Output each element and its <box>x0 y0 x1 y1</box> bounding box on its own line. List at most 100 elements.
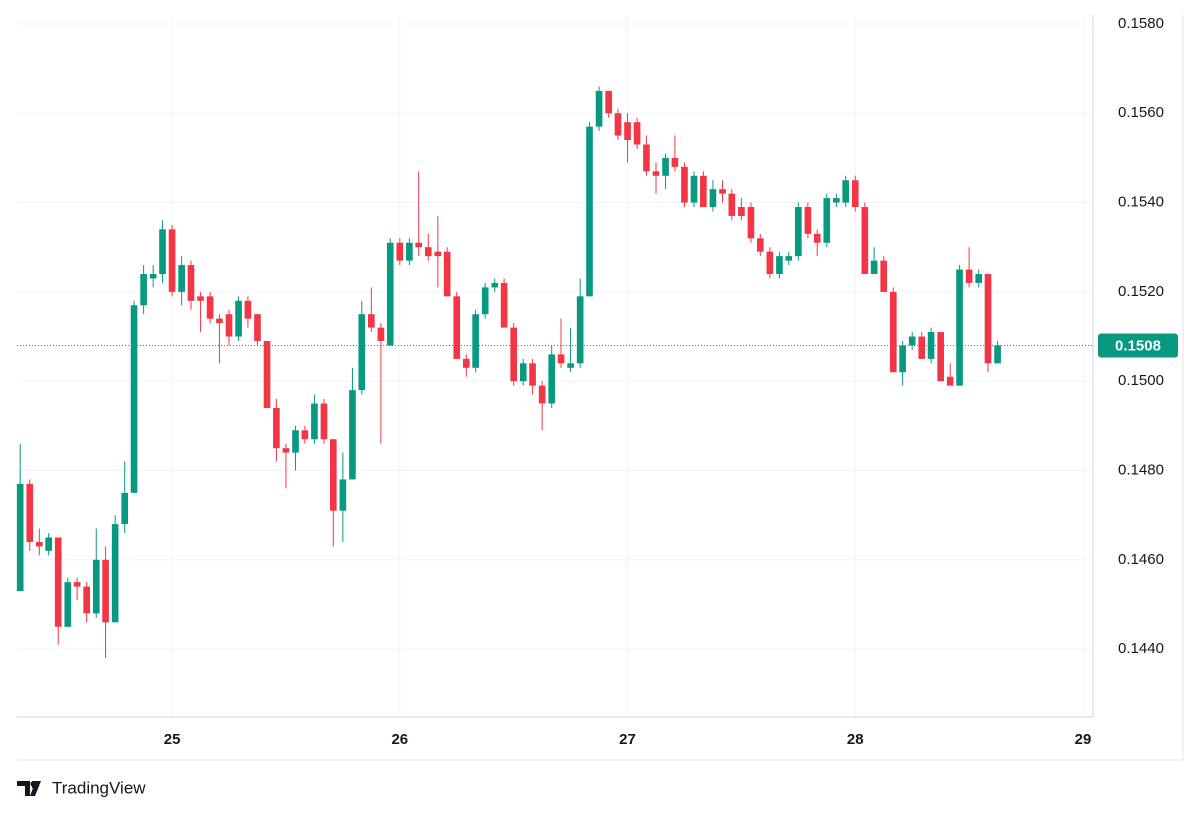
last-price-label: 0.1508 <box>1115 337 1161 354</box>
y-tick-label: 0.1480 <box>1118 461 1164 478</box>
candle-body <box>614 113 622 136</box>
candle-body <box>292 430 299 453</box>
candle-body <box>842 180 850 203</box>
candle-body <box>168 229 176 292</box>
x-tick-label: 27 <box>619 731 636 748</box>
grid <box>17 15 1093 717</box>
candle-body <box>756 238 764 252</box>
candle-body <box>111 524 119 623</box>
candle-body <box>662 157 669 176</box>
candle-body <box>633 122 641 145</box>
candle-body <box>880 260 888 292</box>
candle-body <box>443 251 451 297</box>
candle-body <box>368 314 375 328</box>
candle-body <box>595 90 603 127</box>
candle-body <box>851 180 859 208</box>
candle-body <box>187 265 195 301</box>
candle-body <box>406 242 413 261</box>
candle-body <box>54 537 62 627</box>
candle-body <box>206 296 214 319</box>
candle-body <box>358 314 366 391</box>
candle-body <box>282 448 290 453</box>
candle-body <box>472 314 479 368</box>
labels: 0.1440 0.1460 0.1480 0.1500 0.1520 0.1540 0.15… <box>164 15 1178 748</box>
candles <box>16 86 1093 659</box>
candle-body <box>813 233 821 243</box>
candle-body <box>16 483 24 592</box>
y-tick-label: 0.1540 <box>1118 194 1164 211</box>
candle-body <box>956 269 963 386</box>
y-tick-label: 0.1520 <box>1118 283 1164 300</box>
candle-body <box>225 314 233 337</box>
candle-body <box>178 265 185 292</box>
candle-body <box>462 358 470 368</box>
candle-body <box>386 242 394 346</box>
candle-body <box>671 157 679 167</box>
candle-body <box>728 193 736 216</box>
candle-body <box>738 207 745 216</box>
candle-body <box>652 171 660 176</box>
candle-body <box>766 251 774 275</box>
candle-body <box>235 300 242 337</box>
candle-body <box>965 269 973 283</box>
candle-body <box>244 300 252 319</box>
candle-body <box>804 207 812 234</box>
candle-body <box>140 274 147 306</box>
candle-body <box>329 439 337 511</box>
candle-body <box>121 492 129 525</box>
candle-body <box>643 144 650 172</box>
y-tick-label: 0.1580 <box>1118 15 1164 32</box>
candle-body <box>73 582 81 587</box>
candle-body <box>548 354 556 404</box>
candle-body <box>500 282 508 328</box>
candle-body <box>311 403 318 440</box>
candle-body <box>273 407 280 449</box>
logo-dot <box>30 781 36 787</box>
candle-body <box>519 363 527 382</box>
candle-body <box>690 175 698 203</box>
candle-body <box>529 363 536 386</box>
candle-body <box>64 582 72 627</box>
candle-body <box>870 260 878 275</box>
candle-body <box>130 305 138 493</box>
candle-body <box>681 166 688 203</box>
candle-body <box>263 340 271 408</box>
candle-body <box>216 318 223 324</box>
candle-body <box>918 336 926 359</box>
candle-body <box>377 327 385 341</box>
last-price-box <box>1098 333 1178 358</box>
candle-body <box>301 430 309 440</box>
candle-body <box>557 354 565 364</box>
candle-body <box>586 126 593 297</box>
candle-body <box>937 332 944 382</box>
candle-body <box>159 229 166 275</box>
candle-body <box>26 483 34 542</box>
candle-body <box>927 332 935 359</box>
y-tick-label: 0.1500 <box>1118 372 1164 389</box>
candle-body <box>434 251 442 257</box>
candle-body <box>45 537 52 551</box>
x-tick-label: 25 <box>164 731 181 748</box>
candle-body <box>719 189 726 194</box>
candle-body <box>339 479 347 511</box>
candle-body <box>889 291 897 373</box>
candle-body <box>700 175 707 208</box>
candle-body <box>83 586 91 614</box>
candle-body <box>624 122 631 141</box>
x-tick-label: 28 <box>847 731 864 748</box>
candle-body <box>396 242 404 261</box>
candle-body <box>92 559 100 614</box>
candle-body <box>424 247 432 257</box>
candle-body <box>320 403 328 440</box>
candle-body <box>776 256 783 275</box>
candle-body <box>102 559 109 623</box>
candle-body <box>510 327 517 382</box>
candle-body <box>567 363 574 368</box>
candle-body <box>984 274 992 364</box>
candle-body <box>349 390 356 480</box>
candle-body <box>491 282 499 288</box>
logo: TradingView <box>17 778 146 797</box>
